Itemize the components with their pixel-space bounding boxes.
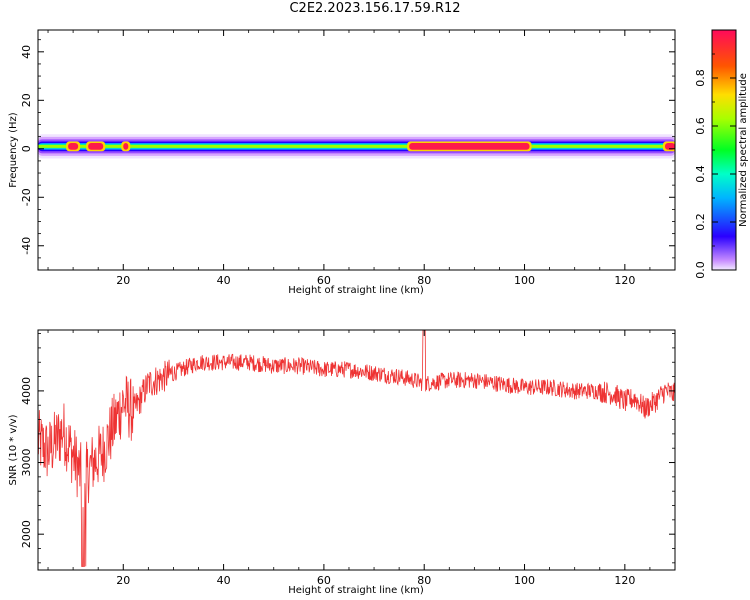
x-tick-label: 80 [417, 274, 431, 287]
y-tick-label: 40 [20, 45, 33, 59]
band-hotspot [123, 142, 129, 150]
colorbar-tick-label: 0.6 [694, 117, 707, 135]
spectrogram-band [38, 134, 675, 159]
snr-ticks: 20 40 60 80 100 120 2000 3000 4000 [20, 330, 676, 587]
spectrogram-y-axis-label: Frequency (Hz) [8, 112, 19, 188]
band-hotspot [88, 142, 104, 150]
colorbar-tick-label: 0.2 [694, 213, 707, 231]
band-hotspot [664, 142, 675, 150]
spectrogram-frame [37, 29, 676, 271]
colorbar-ticks: 0.0 0.2 0.4 0.6 0.8 [694, 53, 736, 279]
colorbar-label: Normalized spectral amplitude [738, 73, 749, 227]
x-tick-label: 40 [217, 274, 231, 287]
band-hotspot [68, 142, 79, 150]
x-tick-label: 100 [514, 574, 535, 587]
x-tick-label: 60 [317, 574, 331, 587]
x-tick-label: 80 [417, 574, 431, 587]
y-tick-label: 0 [20, 145, 33, 152]
snr-panel: 20 40 60 80 100 120 2000 3000 4000 Height of str… [8, 329, 676, 596]
y-tick-label: 3000 [20, 449, 33, 477]
snr-frame [37, 329, 676, 571]
x-tick-label: 20 [116, 274, 130, 287]
snr-x-axis-label: Height of straight line (km) [288, 585, 424, 596]
x-tick-label: 40 [217, 574, 231, 587]
y-tick-label: 20 [20, 93, 33, 107]
colorbar-tick-label: 0.8 [694, 69, 707, 87]
x-tick-label: 20 [116, 574, 130, 587]
spectrogram-panel: 20 40 60 80 100 120 -40 -20 0 20 40 Height of stra… [8, 29, 676, 296]
spectrogram-ticks: 20 40 60 80 100 120 -40 -20 0 20 40 [20, 30, 676, 287]
snr-y-axis-label: SNR (10 * v/v) [8, 414, 19, 485]
colorbar-tick-label: 0.0 [694, 261, 707, 279]
snr-series-line [38, 330, 675, 567]
y-tick-label: 4000 [20, 377, 33, 405]
y-tick-label: 2000 [20, 520, 33, 548]
x-tick-label: 120 [614, 274, 635, 287]
colorbar-gradient [711, 29, 737, 271]
spectrogram-x-axis-label: Height of straight line (km) [288, 285, 424, 296]
y-tick-label: -20 [20, 188, 33, 206]
figure-title: C2E2.2023.156.17.59.R12 [289, 1, 461, 16]
colorbar: 0.0 0.2 0.4 0.6 0.8 Normalized spectral ampl… [694, 29, 749, 279]
x-tick-label: 120 [614, 574, 635, 587]
y-tick-label: -40 [20, 237, 33, 255]
x-tick-label: 100 [514, 274, 535, 287]
band-core [38, 144, 675, 148]
band-hotspot [409, 142, 530, 150]
x-tick-label: 60 [317, 274, 331, 287]
snr-background [38, 330, 675, 570]
colorbar-tick-label: 0.4 [694, 165, 707, 183]
